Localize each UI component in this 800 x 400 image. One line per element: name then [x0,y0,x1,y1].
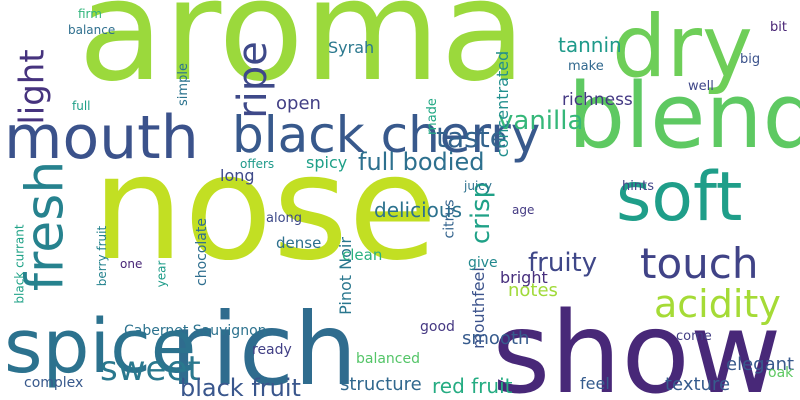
word-touch: touch [640,239,759,288]
word-made: made [424,98,440,135]
word-aroma: aroma [78,0,527,113]
word-tannin: tannin [558,33,622,57]
word-concentrated: concentrated [493,50,513,158]
word-bright: bright [500,268,548,287]
word-big: big [740,52,761,67]
word-rich: rich [170,291,358,400]
word-full-bodied: full bodied [358,148,485,176]
word-simple: simple [175,63,191,106]
word-good: good [420,319,455,335]
word-black-cherry: black cherry [232,106,541,164]
word-one: one [120,257,143,271]
word-well: well [688,79,714,94]
word-complex: complex [24,375,84,391]
word-blend: blend [568,64,800,169]
word-nose: nose [92,124,438,293]
word-fresh: fresh [15,160,76,292]
word-feel: feel [580,374,610,393]
word-hints: hints [622,179,654,194]
word-taste: taste [436,121,507,154]
word-firm: firm [78,7,102,21]
word-balance: balance [68,23,116,37]
word-age: age [512,203,535,217]
word-year: year [154,260,169,288]
word-acidity: acidity [654,282,781,326]
word-make: make [568,59,604,74]
word-ripe: ripe [229,41,276,119]
word-syrah: Syrah [328,38,375,57]
word-light: light [12,49,53,125]
word-notes: notes [508,280,558,301]
word-sweet: sweet [100,349,201,389]
word-come: come [676,329,712,344]
word-clean: clean [342,246,383,264]
word-richness: richness [562,90,633,110]
word-delicious: delicious [374,198,462,222]
word-spice: spice [4,304,197,390]
word-open: open [276,93,321,114]
word-vanilla: vanilla [498,106,584,136]
word-oak: oak [768,365,794,381]
word-spicy: spicy [306,153,348,172]
word-fruity: fruity [528,248,598,278]
word-black-fruit: black fruit [180,374,301,400]
word-give: give [468,255,498,271]
word-show: show [492,289,782,400]
word-black-currant: black currant [12,224,27,304]
word-chocolate: chocolate [193,218,210,286]
word-dry: dry [612,0,753,97]
word-structure: structure [340,374,422,395]
word-bit: bit [770,20,787,35]
word-red-fruit: red fruit [432,374,513,398]
word-balanced: balanced [356,351,421,367]
word-texture: texture [665,374,731,395]
word-juicy: juicy [464,179,492,193]
word-smooth: smooth [462,328,530,349]
word-offers: offers [240,157,275,171]
word-cabernet-sauvignon: Cabernet Sauvignon [124,323,267,339]
word-long: long [220,166,255,185]
word-full: full [72,99,91,113]
word-mouth: mouth [4,103,199,173]
word-elegant: elegant [726,354,795,375]
word-ready: ready [252,342,292,358]
word-berry-fruit: berry fruit [95,225,110,287]
word-along: along [266,211,303,226]
word-soft: soft [616,158,743,237]
word-dense: dense [276,234,322,252]
word-citrus: citrus [441,199,458,239]
